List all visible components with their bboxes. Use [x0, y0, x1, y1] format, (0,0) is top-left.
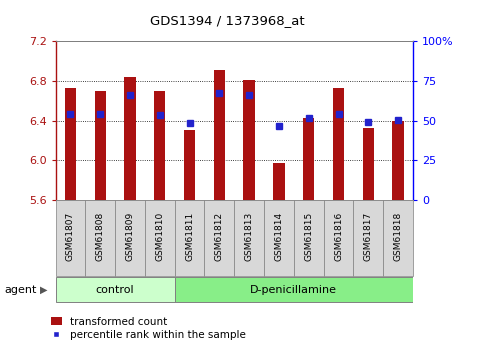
Text: control: control	[96, 285, 134, 295]
Text: agent: agent	[5, 285, 37, 295]
Text: GSM61814: GSM61814	[274, 211, 284, 260]
FancyBboxPatch shape	[264, 200, 294, 276]
Bar	[333, 88, 344, 200]
Text: GSM61818: GSM61818	[394, 211, 402, 261]
FancyBboxPatch shape	[294, 200, 324, 276]
Text: GSM61817: GSM61817	[364, 211, 373, 261]
FancyBboxPatch shape	[85, 200, 115, 276]
Text: GSM61808: GSM61808	[96, 211, 105, 261]
FancyBboxPatch shape	[56, 277, 175, 302]
Text: GDS1394 / 1373968_at: GDS1394 / 1373968_at	[150, 14, 304, 27]
FancyBboxPatch shape	[354, 200, 383, 276]
FancyBboxPatch shape	[175, 277, 413, 302]
Text: GSM61815: GSM61815	[304, 211, 313, 261]
Bar	[303, 118, 314, 200]
Bar	[154, 91, 166, 200]
Text: GSM61812: GSM61812	[215, 211, 224, 260]
Text: GSM61810: GSM61810	[156, 211, 164, 261]
Bar	[363, 128, 374, 200]
Text: GSM61816: GSM61816	[334, 211, 343, 261]
Text: GSM61813: GSM61813	[245, 211, 254, 261]
Bar	[273, 164, 284, 200]
Bar	[124, 77, 136, 200]
FancyBboxPatch shape	[56, 200, 85, 276]
FancyBboxPatch shape	[175, 200, 204, 276]
FancyBboxPatch shape	[234, 200, 264, 276]
FancyBboxPatch shape	[383, 200, 413, 276]
Text: GSM61811: GSM61811	[185, 211, 194, 261]
Legend: transformed count, percentile rank within the sample: transformed count, percentile rank withi…	[51, 317, 246, 340]
FancyBboxPatch shape	[145, 200, 175, 276]
Text: GSM61809: GSM61809	[126, 211, 134, 261]
Bar	[65, 88, 76, 200]
FancyBboxPatch shape	[324, 200, 354, 276]
Text: GSM61807: GSM61807	[66, 211, 75, 261]
Text: D-penicillamine: D-penicillamine	[250, 285, 337, 295]
Bar	[213, 70, 225, 200]
FancyBboxPatch shape	[115, 200, 145, 276]
Bar	[243, 80, 255, 200]
Bar	[184, 130, 195, 200]
Bar	[392, 121, 404, 200]
Text: ▶: ▶	[40, 285, 48, 295]
Bar	[95, 91, 106, 200]
FancyBboxPatch shape	[204, 200, 234, 276]
